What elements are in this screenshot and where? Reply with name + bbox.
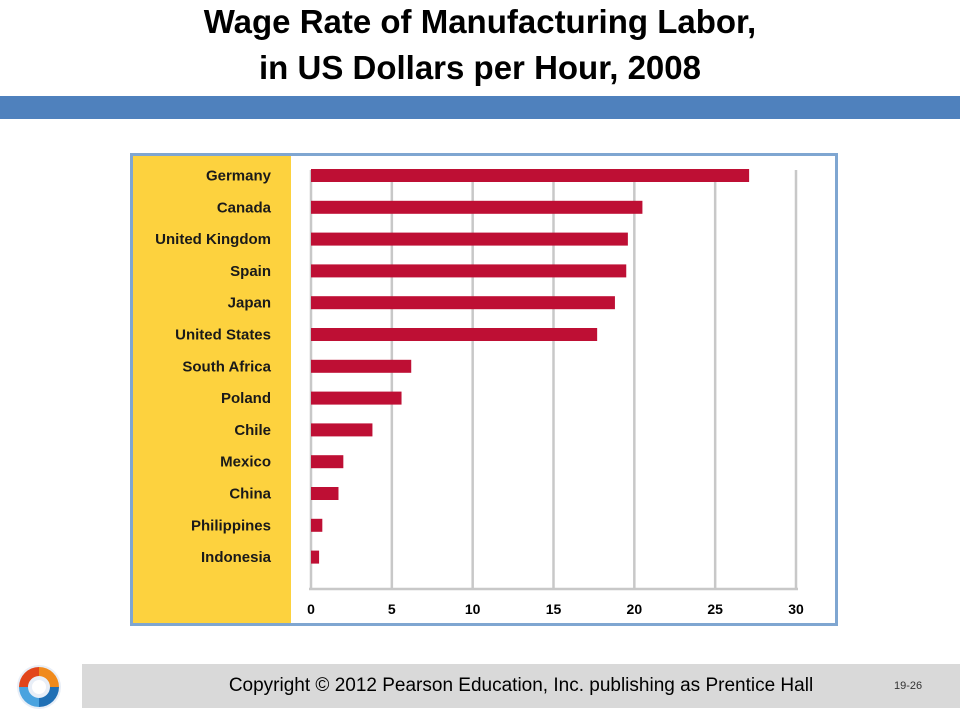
title-line-1: Wage Rate of Manufacturing Labor,	[203, 3, 757, 40]
x-tick-label: 30	[788, 601, 804, 617]
bar	[311, 169, 750, 182]
category-label: United States	[175, 327, 271, 344]
category-label: Chile	[234, 422, 271, 439]
bar	[311, 359, 412, 373]
category-label: Germany	[206, 168, 272, 185]
bar	[311, 487, 339, 500]
x-tick-label: 10	[465, 601, 481, 617]
bar	[311, 391, 402, 405]
label-panel	[133, 156, 291, 623]
x-tick-label: 5	[388, 601, 396, 617]
slide-number: 19-26	[894, 680, 923, 692]
bar	[311, 296, 615, 310]
category-label: United Kingdom	[155, 231, 271, 248]
bar	[311, 232, 628, 246]
chart-frame: 0 5 10 15 20 25 30 Germany Canada United Kingdom S…	[130, 153, 838, 626]
bar	[311, 455, 344, 469]
category-label: Japan	[228, 295, 271, 312]
bar	[311, 423, 373, 437]
bar	[311, 328, 598, 341]
footer-bar	[82, 664, 960, 708]
category-label: Mexico	[220, 454, 271, 471]
bar-chart: 0 5 10 15 20 25 30 Germany Canada United Kingdom S…	[133, 156, 804, 623]
bar	[311, 264, 627, 278]
copyright-text: Copyright © 2012 Pearson Education, Inc.…	[228, 675, 814, 696]
category-label: Indonesia	[201, 549, 272, 566]
bar	[311, 518, 323, 532]
category-label: Philippines	[191, 517, 271, 534]
category-label: Spain	[230, 263, 271, 280]
bar	[311, 550, 320, 564]
x-tick-label: 15	[546, 601, 562, 617]
x-tick-label: 0	[307, 601, 315, 617]
x-tick-label: 25	[707, 601, 723, 617]
category-label: Poland	[221, 390, 271, 407]
pearson-swirl-logo-icon	[17, 665, 61, 709]
category-label: Canada	[217, 199, 272, 216]
title-accent-band	[0, 96, 960, 119]
category-label: China	[229, 486, 271, 503]
bar	[311, 200, 643, 214]
x-tick-label: 20	[627, 601, 643, 617]
category-label: South Africa	[182, 358, 271, 375]
title-line-2: in US Dollars per Hour, 2008	[259, 49, 701, 86]
